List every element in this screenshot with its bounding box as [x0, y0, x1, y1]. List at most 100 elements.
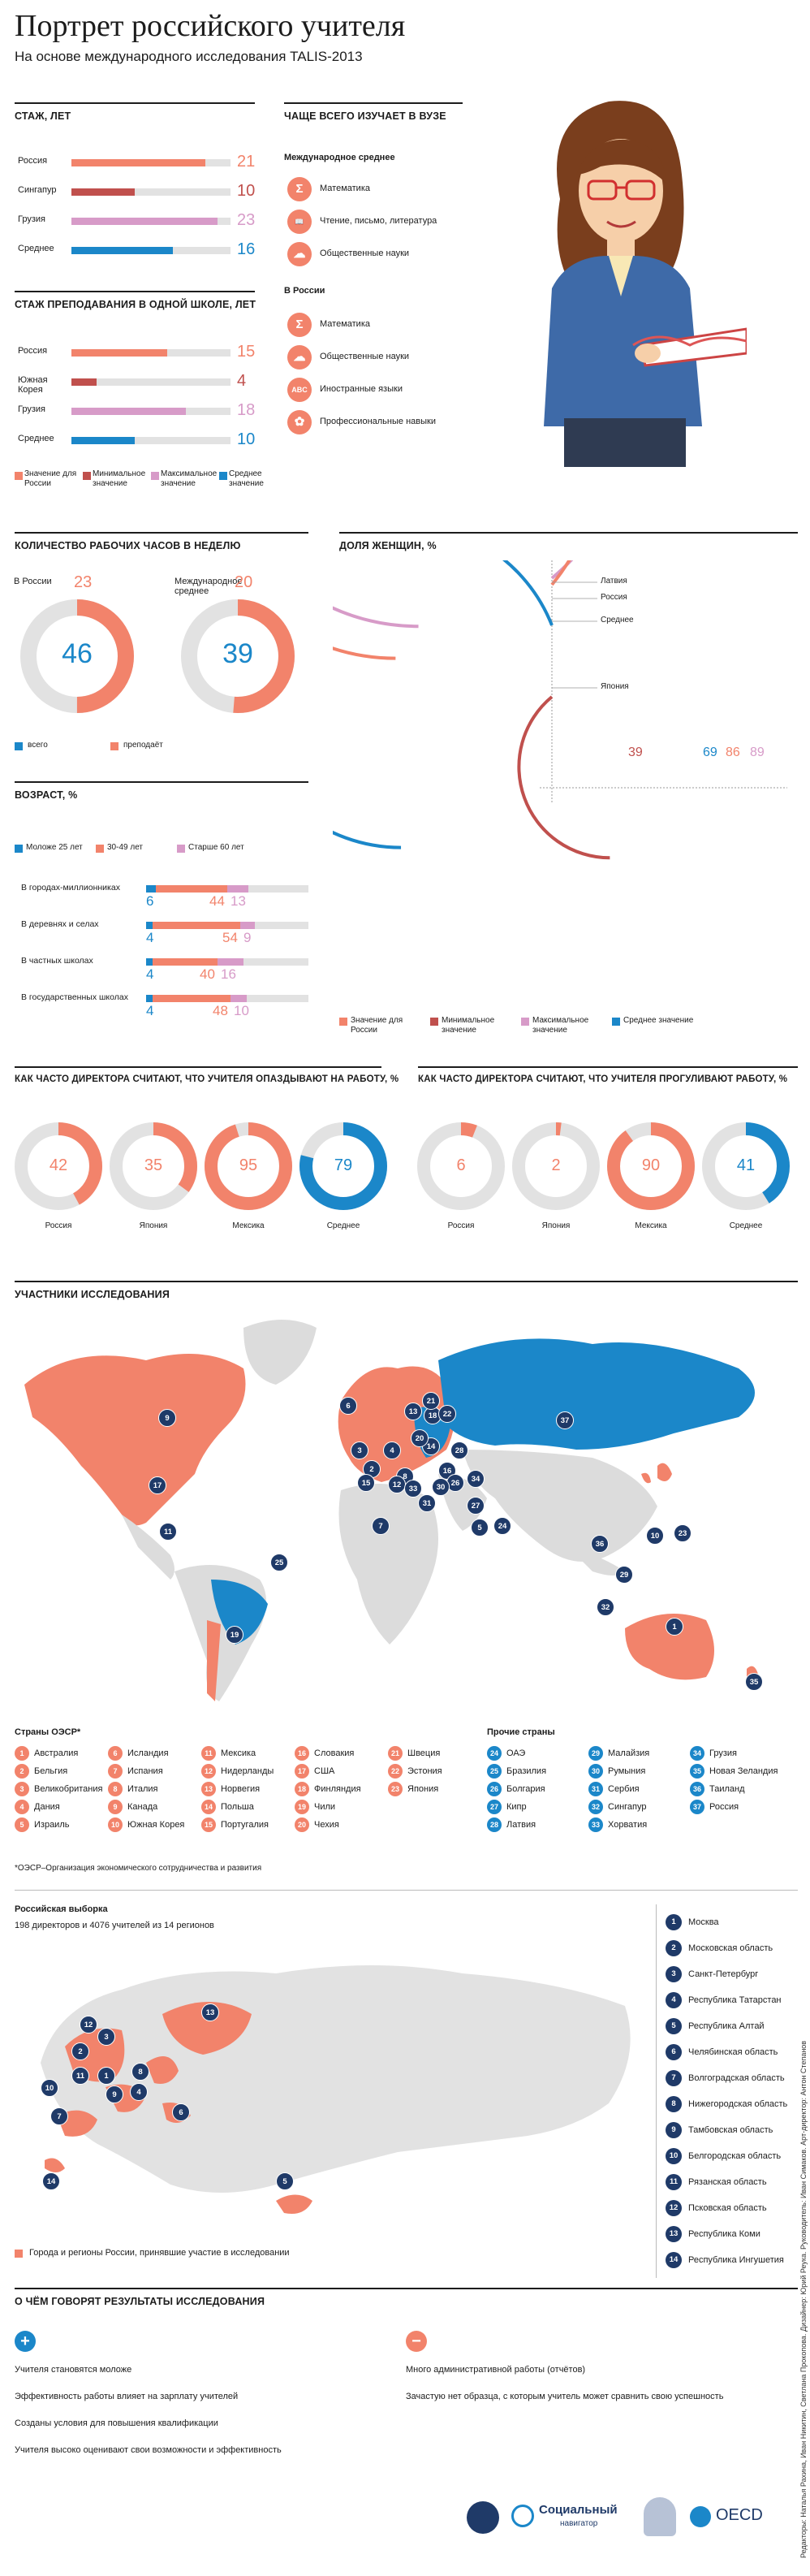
bar-label: Грузия	[18, 404, 45, 414]
russia-pin: 5	[276, 2172, 294, 2190]
map-pin: 4	[383, 1441, 401, 1459]
russia-pin: 11	[71, 2067, 89, 2085]
country-name: Италия	[127, 1784, 158, 1794]
women-ring-label: Россия	[601, 593, 627, 602]
positive-result-item: Учителя высоко оценивают свои возможност…	[15, 2445, 282, 2455]
country-name: Чили	[314, 1802, 336, 1812]
map-pin: 37	[556, 1411, 574, 1429]
region-name: Челябинская область	[688, 2047, 778, 2057]
percent-label: Россия	[45, 1221, 72, 1230]
legend-label: Минимальное значение	[442, 1016, 495, 1035]
country-name: Латвия	[506, 1820, 536, 1830]
age-old-bar	[240, 922, 255, 929]
donut-arc	[15, 1122, 102, 1210]
oecd-title: Страны ОЭСР*	[15, 1727, 81, 1737]
study-intl-title: Международное среднее	[284, 153, 395, 162]
country-name: Швеция	[407, 1748, 441, 1758]
country-badge: 11	[201, 1746, 216, 1761]
legend-swatch	[151, 472, 159, 480]
map-pin: 29	[615, 1566, 633, 1584]
region-name: Республика Ингушетия	[688, 2255, 784, 2265]
women-ring-value: 89	[750, 746, 765, 759]
country-name: Норвегия	[221, 1784, 261, 1794]
country-name: Финляндия	[314, 1784, 361, 1794]
country-badge: 24	[487, 1746, 502, 1761]
map-pin: 2	[363, 1460, 381, 1478]
women-ring-label: Латвия	[601, 577, 627, 586]
bar-fill	[71, 408, 187, 415]
country-badge: 25	[487, 1764, 502, 1779]
russia-pin: 12	[80, 2016, 97, 2034]
percent-donut	[15, 1122, 102, 1210]
legend-swatch	[96, 845, 104, 853]
russia-pin: 8	[131, 2063, 149, 2081]
hours-total: 46	[62, 638, 93, 669]
country-name: Сингапур	[608, 1802, 647, 1812]
region-name: Белгородская область	[688, 2151, 782, 2161]
region-badge: 1	[666, 1914, 682, 1930]
map-pin: 24	[493, 1517, 511, 1535]
country-name: Япония	[407, 1784, 439, 1794]
results-title: О чём говорят результаты исследования	[15, 2296, 265, 2307]
region-name: Рязанская область	[688, 2177, 767, 2187]
gear-icon: ✿	[287, 410, 312, 434]
oecd-logo-mark	[690, 2506, 711, 2527]
map-pin: 25	[270, 1554, 288, 1571]
country-badge: 21	[388, 1746, 403, 1761]
map-pin: 27	[467, 1497, 485, 1515]
legend-swatch	[177, 845, 185, 853]
country-name: Болгария	[506, 1784, 545, 1794]
region-name: Тамбовская область	[688, 2125, 773, 2135]
divider	[284, 102, 463, 104]
hours-teaching: 23	[74, 573, 93, 591]
study-title: Чаще всего изучает в вузе	[284, 110, 446, 122]
bar-value: 16	[237, 240, 256, 258]
bar-value: 10	[237, 182, 256, 200]
oecd-logo: OECD	[690, 2503, 779, 2532]
map-pin: 33	[404, 1480, 422, 1498]
country-name: Грузия	[709, 1748, 737, 1758]
country-name: Польша	[221, 1802, 254, 1812]
age-row-label: В деревнях и селах	[21, 919, 99, 929]
country-name: Новая Зеландия	[709, 1766, 778, 1776]
region-name: Республика Алтай	[688, 2021, 765, 2031]
percent-value: 79	[334, 1156, 353, 1174]
age-middle-bar	[156, 885, 227, 893]
age-young-bar	[146, 885, 156, 893]
age-row-label: В частных школах	[21, 956, 93, 966]
legend-label: Среднее значение	[229, 469, 264, 488]
percent-donut	[702, 1122, 790, 1210]
country-name: Дания	[34, 1802, 60, 1812]
percent-value: 90	[641, 1156, 661, 1174]
legend-label: всего	[28, 741, 48, 750]
abc-icon: ABC	[287, 378, 312, 402]
map-pin: 20	[411, 1429, 429, 1447]
bar-label: Сингапур	[18, 185, 57, 195]
women-ring	[517, 695, 610, 860]
percent-label: Мексика	[635, 1221, 667, 1230]
donut-arc	[299, 1122, 387, 1210]
map-pin: 23	[674, 1524, 692, 1542]
positive-result-item: Созданы условия для повышения квалификац…	[15, 2418, 218, 2428]
age-young-bar	[146, 958, 153, 966]
region-list-divider	[656, 1904, 657, 2278]
social-navigator-logo: Социальный навигатор	[511, 2501, 625, 2534]
country-badge: 10	[108, 1817, 123, 1832]
bar-track	[71, 378, 231, 386]
social-icon: ☁	[287, 242, 312, 266]
experience-title: Стаж, лет	[15, 110, 71, 122]
country-badge: 1	[15, 1746, 29, 1761]
country-badge: 34	[690, 1746, 704, 1761]
country-badge: 22	[388, 1764, 403, 1779]
age-old-bar	[227, 885, 248, 893]
legend-swatch	[521, 1018, 529, 1026]
russia-pin: 7	[50, 2107, 68, 2125]
map-pin: 10	[646, 1527, 664, 1545]
divider	[15, 291, 255, 292]
book-icon: 📖	[287, 210, 312, 234]
percent-donut	[299, 1122, 387, 1210]
sigma-icon: Σ	[287, 177, 312, 201]
social-logo-text: Социальный	[539, 2503, 618, 2517]
divider	[15, 102, 255, 104]
russia-sample-subtitle: 198 директоров и 4076 учителей из 14 рег…	[15, 1921, 214, 1930]
